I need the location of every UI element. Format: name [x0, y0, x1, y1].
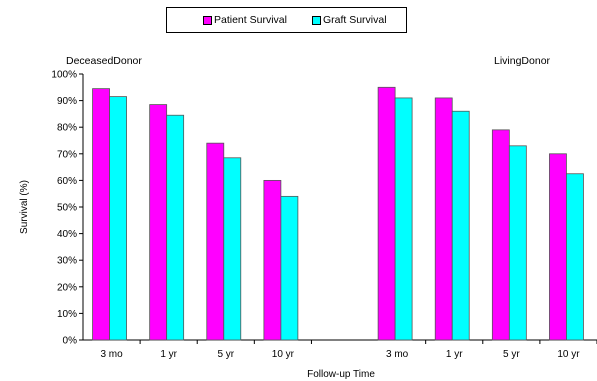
y-axis-title: Survival (%) — [19, 180, 30, 234]
y-tick-label: 60% — [57, 176, 77, 187]
y-tick-label: 40% — [57, 229, 77, 240]
bar-livingdonor-graft-survival-10-yr — [566, 173, 584, 341]
bar-livingdonor-patient-survival-10-yr — [549, 153, 567, 341]
legend-swatch-patient-survival — [203, 15, 212, 25]
legend-item-graft-survival: Graft Survival — [311, 14, 387, 26]
bar-deceaseddonor-graft-survival-1-yr — [166, 114, 185, 341]
legend-label-graft-survival: Graft Survival — [322, 14, 387, 26]
y-tick-label: 50% — [57, 203, 77, 214]
legend-swatch-graft-survival — [311, 15, 321, 25]
y-tick-label: 20% — [57, 282, 77, 293]
bar-livingdonor-patient-survival-5-yr — [491, 129, 510, 341]
bar-deceaseddonor-patient-survival-3-mo — [92, 88, 110, 341]
bar-livingdonor-graft-survival-1-yr — [451, 110, 470, 341]
bar-deceaseddonor-patient-survival-5-yr — [206, 142, 225, 341]
x-tick-label: 3 mo — [386, 349, 409, 360]
chart-legend: Patient Survival Graft Survival — [166, 7, 407, 33]
x-tick-label: 3 mo — [100, 349, 123, 360]
y-tick-label: 80% — [57, 123, 77, 134]
x-axis-title: Follow-up Time — [307, 369, 375, 380]
x-tick-label: 1 yr — [160, 349, 177, 360]
x-tick-label: 10 yr — [272, 349, 295, 360]
bar-livingdonor-patient-survival-1-yr — [434, 97, 453, 341]
bar-deceaseddonor-patient-survival-10-yr — [263, 179, 282, 341]
x-tick-label: 1 yr — [446, 349, 463, 360]
x-tick-label: 5 yr — [503, 349, 520, 360]
bar-deceaseddonor-graft-survival-5-yr — [223, 157, 242, 341]
y-tick-label: 90% — [57, 96, 77, 107]
bar-livingdonor-graft-survival-3-mo — [394, 97, 413, 341]
bar-livingdonor-patient-survival-3-mo — [377, 86, 396, 341]
panel-label-living-donor: LivingDonor — [494, 55, 551, 67]
y-tick-label: 10% — [57, 309, 77, 320]
bar-deceaseddonor-graft-survival-3-mo — [109, 96, 127, 341]
bar-deceaseddonor-patient-survival-1-yr — [149, 104, 168, 341]
bar-deceaseddonor-graft-survival-10-yr — [280, 195, 299, 341]
x-tick-label: 10 yr — [557, 349, 580, 360]
panel-label-deceased-donor: DeceasedDonor — [66, 55, 142, 67]
y-tick-label: 0% — [63, 336, 78, 347]
x-tick-label: 5 yr — [217, 349, 234, 360]
y-tick-label: 30% — [57, 256, 77, 267]
bar-livingdonor-graft-survival-5-yr — [508, 145, 527, 341]
y-tick-label: 70% — [57, 149, 77, 160]
legend-label-patient-survival: Patient Survival — [214, 14, 287, 26]
y-tick-label: 100% — [51, 70, 77, 81]
legend-item-patient-survival: Patient Survival — [203, 14, 287, 26]
